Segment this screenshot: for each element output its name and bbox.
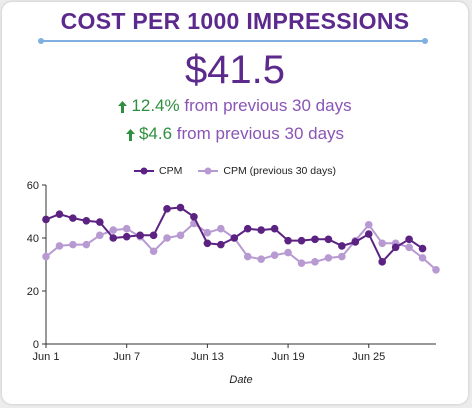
data-point-previous xyxy=(109,226,118,234)
scorecard: COST PER 1000 IMPRESSIONS $41.5 12.4% fr… xyxy=(2,2,468,404)
data-point-cpm xyxy=(284,236,292,245)
data-point-cpm xyxy=(217,240,225,249)
data-point-previous xyxy=(243,252,252,261)
data-point-cpm xyxy=(351,238,360,246)
data-point-previous xyxy=(95,231,104,240)
data-point-previous xyxy=(217,224,225,233)
data-point-cpm xyxy=(136,231,144,240)
x-axis-title: Date xyxy=(229,374,252,386)
delta-absolute: $4.6 from previous 30 days xyxy=(2,124,468,144)
data-point-cpm xyxy=(69,214,77,222)
data-point-previous xyxy=(364,220,373,229)
data-point-previous xyxy=(378,239,387,248)
data-point-cpm xyxy=(176,203,185,212)
line-chart: 0 20 40 60 Jun 1 Jun 7 Jun 13 Jun 19 Jun 25 Date xyxy=(27,180,440,386)
data-point-previous xyxy=(270,251,279,260)
arrow-up-icon xyxy=(125,128,135,141)
y-tick-label: 40 xyxy=(27,233,39,245)
data-point-previous xyxy=(82,240,91,249)
data-point-cpm xyxy=(190,213,198,221)
legend-item-previous[interactable]: CPM (previous 30 days) xyxy=(198,165,336,177)
data-point-previous xyxy=(69,240,77,249)
y-tick-label: 20 xyxy=(27,286,39,298)
data-point-cpm xyxy=(122,232,131,241)
data-point-cpm xyxy=(257,226,265,234)
title-divider xyxy=(38,38,428,44)
data-point-cpm xyxy=(243,224,252,233)
data-point-cpm xyxy=(55,210,64,218)
data-point-cpm xyxy=(109,234,118,242)
data-point-cpm xyxy=(82,216,91,225)
data-point-cpm xyxy=(324,235,333,244)
data-point-previous xyxy=(257,255,265,263)
data-point-cpm xyxy=(405,235,413,244)
data-point-previous xyxy=(338,252,346,261)
data-point-cpm xyxy=(311,235,319,244)
data-point-previous xyxy=(311,258,319,266)
divider-dot-left xyxy=(38,38,44,44)
data-point-cpm xyxy=(378,258,387,266)
data-point-cpm xyxy=(364,230,373,238)
data-point-cpm xyxy=(391,243,400,252)
y-tick-label: 0 xyxy=(33,339,39,351)
data-point-cpm xyxy=(42,215,50,224)
data-point-previous xyxy=(163,234,171,242)
data-point-previous xyxy=(176,231,185,240)
delta-percent: 12.4% from previous 30 days xyxy=(2,96,468,116)
data-point-cpm xyxy=(149,231,158,240)
data-point-cpm xyxy=(418,244,427,253)
data-point-cpm xyxy=(95,218,104,226)
data-point-previous xyxy=(405,243,413,252)
x-tick-label: Jun 19 xyxy=(272,351,305,363)
legend-swatch-cpm xyxy=(134,167,155,175)
data-point-cpm xyxy=(230,234,239,242)
legend-swatch-previous xyxy=(198,167,219,175)
data-point-cpm xyxy=(163,205,171,213)
x-tick-label: Jun 1 xyxy=(33,351,60,363)
card-title: COST PER 1000 IMPRESSIONS xyxy=(60,8,410,34)
data-point-previous xyxy=(122,224,131,233)
data-point-cpm xyxy=(270,224,279,233)
y-tick-label: 60 xyxy=(27,180,39,192)
data-point-previous xyxy=(284,248,292,257)
data-point-cpm xyxy=(203,239,212,248)
delta-percent-value: 12.4% xyxy=(131,96,180,115)
delta-absolute-text: from previous 30 days xyxy=(176,124,345,143)
data-point-previous xyxy=(55,242,64,250)
data-point-previous xyxy=(149,247,158,256)
x-tick-label: Jun 13 xyxy=(191,351,224,363)
x-tick-label: Jun 7 xyxy=(113,351,140,363)
chart-legend[interactable]: CPM CPM (previous 30 days) xyxy=(2,165,468,177)
data-point-previous xyxy=(203,228,212,237)
x-tick-label: Jun 25 xyxy=(352,351,385,363)
delta-absolute-value: $4.6 xyxy=(138,124,173,143)
arrow-up-icon xyxy=(118,100,128,113)
data-point-previous xyxy=(432,266,440,274)
kpi-value: $41.5 xyxy=(184,48,286,92)
data-point-cpm xyxy=(297,236,306,245)
divider-line xyxy=(41,40,425,42)
data-point-previous xyxy=(418,254,427,262)
legend-label-previous: CPM (previous 30 days) xyxy=(223,165,336,177)
divider-dot-right xyxy=(422,38,428,44)
legend-label-cpm: CPM xyxy=(159,165,183,177)
data-point-previous xyxy=(324,254,333,262)
data-point-cpm xyxy=(338,242,346,250)
series-line-previous xyxy=(45,222,437,271)
data-point-previous xyxy=(297,259,306,267)
delta-percent-text: from previous 30 days xyxy=(184,96,352,115)
legend-item-cpm[interactable]: CPM xyxy=(134,165,182,177)
data-point-previous xyxy=(42,252,50,261)
